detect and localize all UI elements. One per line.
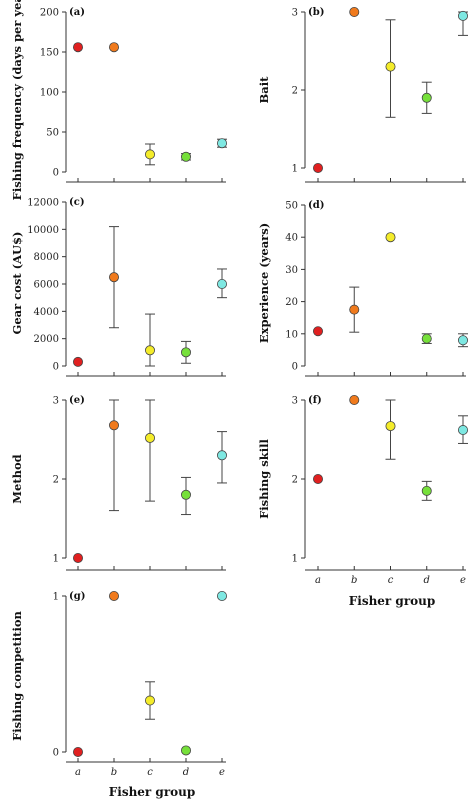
panel-label: (d) xyxy=(308,200,324,211)
data-point-b xyxy=(109,420,120,431)
y-tick-label: 200 xyxy=(40,8,59,19)
y-axis-title: Fishing frequency (days per year) xyxy=(10,0,24,200)
x-tick-label: e xyxy=(460,575,466,586)
panel-label: (c) xyxy=(69,197,85,208)
x-tick-label: d xyxy=(424,575,430,586)
data-point-c xyxy=(144,345,155,356)
data-point-c xyxy=(144,149,155,160)
y-axis-title: Gear cost (AU$) xyxy=(10,232,24,335)
data-point-c xyxy=(144,695,155,706)
y-tick-label: 0 xyxy=(53,748,59,759)
y-tick-label: 0 xyxy=(292,362,298,373)
y-tick-label: 6000 xyxy=(34,280,59,291)
y-tick-label: 1 xyxy=(53,592,59,603)
panel-a: 0 50 100 150 200 (a) Fishing frequency (days p… xyxy=(10,0,227,200)
y-tick-label: 30 xyxy=(285,265,298,276)
y-axis-title: Fishing competition xyxy=(10,610,24,740)
data-point-a xyxy=(312,473,323,484)
panel-label: (a) xyxy=(69,7,85,18)
y-tick-label: 1 xyxy=(292,164,298,175)
data-point-d xyxy=(180,745,191,756)
x-tick-label: d xyxy=(183,767,189,778)
data-point-b xyxy=(349,304,360,315)
x-tick-label: c xyxy=(388,575,394,586)
data-point-e xyxy=(216,591,227,602)
y-tick-label: 4000 xyxy=(34,307,59,318)
data-point-a xyxy=(312,326,323,337)
y-tick-label: 40 xyxy=(285,233,298,244)
data-point-a xyxy=(73,553,84,564)
data-point-e xyxy=(457,10,468,21)
data-point-e xyxy=(457,335,468,346)
data-point-a xyxy=(73,356,84,367)
data-point-b xyxy=(109,591,120,602)
y-tick-label: 2000 xyxy=(34,334,59,345)
y-tick-label: 12000 xyxy=(27,198,59,209)
data-point-c xyxy=(385,232,396,243)
data-point-a xyxy=(73,747,84,758)
panel-b: 1 2 3 (b) Bait xyxy=(257,7,468,183)
y-tick-label: 0 xyxy=(53,362,59,373)
data-point-d xyxy=(180,347,191,358)
panel-label: (f) xyxy=(308,395,322,406)
y-tick-label: 10000 xyxy=(27,225,59,236)
x-tick-label: a xyxy=(75,767,81,778)
data-point-d xyxy=(180,489,191,500)
y-tick-label: 1 xyxy=(53,554,59,565)
x-tick-label: b xyxy=(111,767,117,778)
x-tick-label: b xyxy=(351,575,357,586)
x-axis-title: Fisher group xyxy=(349,594,436,608)
y-tick-label: 50 xyxy=(285,201,298,212)
data-point-d xyxy=(421,333,432,344)
y-tick-label: 0 xyxy=(53,168,59,179)
y-tick-label: 10 xyxy=(285,329,298,340)
y-tick-label: 20 xyxy=(285,297,298,308)
x-axis-title: Fisher group xyxy=(109,785,196,799)
y-tick-label: 2 xyxy=(292,475,298,486)
data-point-e xyxy=(457,425,468,436)
panel-g: 0 1 a b c d e (g) Fishing competition Fisher grou… xyxy=(10,591,227,799)
data-point-b xyxy=(109,42,120,53)
y-axis-title: Fishing skill xyxy=(257,439,271,519)
x-tick-label: e xyxy=(219,767,225,778)
data-point-d xyxy=(421,485,432,496)
y-tick-label: 150 xyxy=(40,48,59,59)
y-tick-label: 2 xyxy=(53,475,59,486)
y-axis-title: Experience (years) xyxy=(257,223,271,343)
data-point-c xyxy=(144,432,155,443)
panel-label: (b) xyxy=(308,7,324,18)
x-tick-label: a xyxy=(315,575,321,586)
x-tick-label: c xyxy=(147,767,153,778)
data-point-c xyxy=(385,61,396,72)
y-axis-title: Bait xyxy=(257,76,271,104)
y-tick-label: 3 xyxy=(292,8,298,19)
data-point-d xyxy=(180,151,191,162)
data-point-e xyxy=(216,138,227,149)
y-tick-label: 8000 xyxy=(34,252,59,263)
data-point-b xyxy=(349,394,360,405)
data-point-a xyxy=(312,162,323,173)
y-tick-label: 3 xyxy=(53,396,59,407)
y-axis-title: Method xyxy=(10,454,24,503)
panel-d: 0 10 20 30 40 50 (d) Experience (years) xyxy=(257,200,468,377)
y-tick-label: 50 xyxy=(46,128,59,139)
y-tick-label: 2 xyxy=(292,86,298,97)
panel-label: (e) xyxy=(69,395,85,406)
data-point-a xyxy=(73,42,84,53)
y-tick-label: 3 xyxy=(292,396,298,407)
data-point-d xyxy=(421,92,432,103)
y-tick-label: 1 xyxy=(292,554,298,565)
data-point-c xyxy=(385,421,396,432)
y-tick-label: 100 xyxy=(40,88,59,99)
panel-c: 0 2000 4000 6000 8000 10000 12000 (c) Gear cost … xyxy=(10,197,227,377)
panel-f: 1 2 3 a b c d e (f) Fishing skill Fisher group xyxy=(257,394,468,608)
data-point-e xyxy=(216,278,227,289)
data-point-e xyxy=(216,450,227,461)
data-point-b xyxy=(349,7,360,17)
data-point-b xyxy=(109,272,120,283)
panel-label: (g) xyxy=(69,591,85,602)
panel-e: 1 2 3 (e) Method xyxy=(10,395,227,571)
